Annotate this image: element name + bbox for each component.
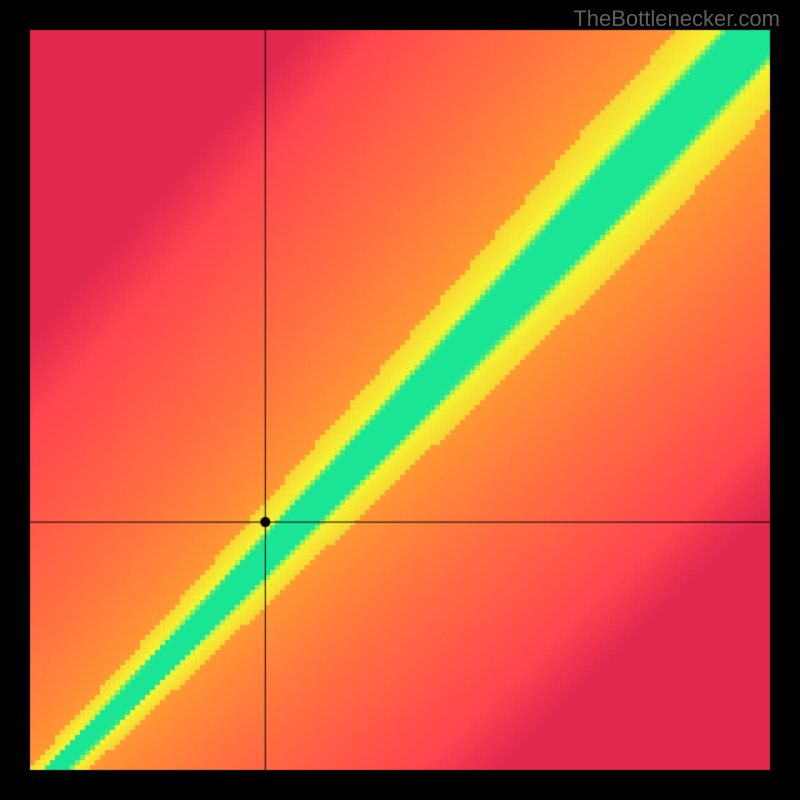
watermark-text: TheBottlenecker.com [573, 6, 780, 32]
chart-container: TheBottlenecker.com [0, 0, 800, 800]
bottleneck-heatmap [0, 0, 800, 800]
